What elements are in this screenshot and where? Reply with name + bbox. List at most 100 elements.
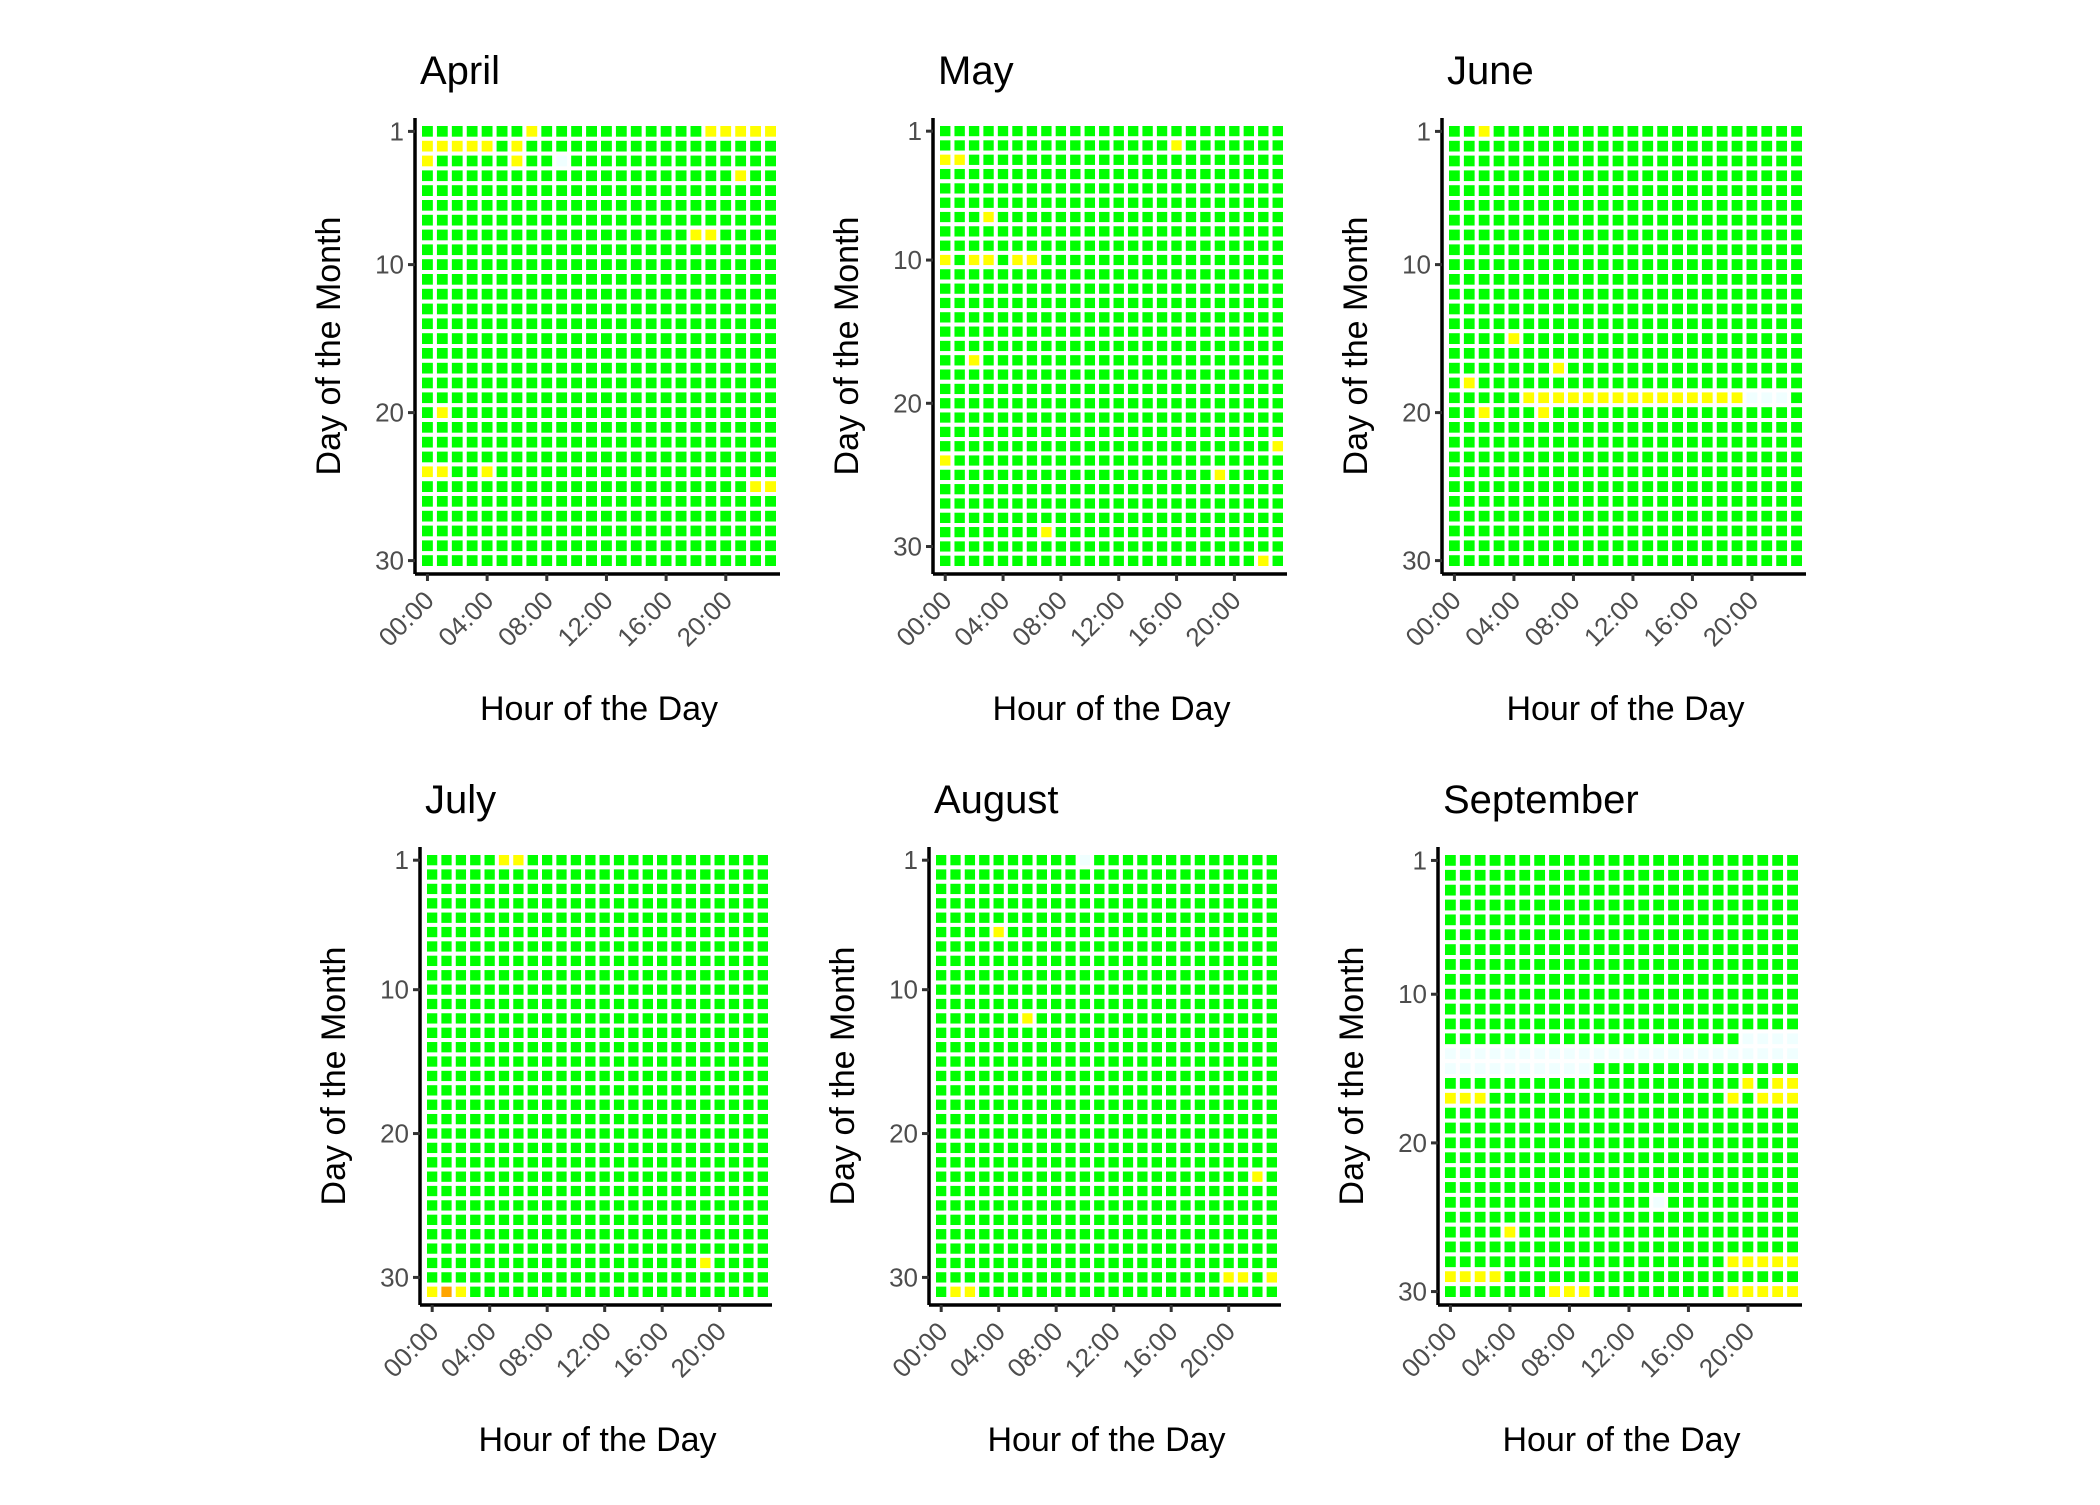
heatmap-cell (492, 151, 512, 171)
heatmap-cell (1239, 336, 1259, 356)
heatmap-cell (1723, 1207, 1743, 1227)
heatmap-cell (1619, 1059, 1639, 1078)
heatmap-cell (1504, 136, 1524, 156)
heatmap-cell (522, 210, 542, 230)
heatmap-cell (964, 465, 984, 485)
heatmap-cell (1474, 255, 1494, 275)
heatmap-cell (1080, 150, 1100, 169)
heatmap-cell (609, 1009, 629, 1028)
heatmap-cell (1047, 1282, 1066, 1302)
heatmap-cell (761, 225, 780, 245)
heatmap-cell (480, 851, 499, 870)
heatmap-cell (1574, 1207, 1594, 1227)
y-tick-label: 10 (380, 975, 409, 1005)
heatmap-cell (1104, 908, 1123, 927)
heatmap-cell (1500, 1133, 1520, 1153)
heatmap-cell (1022, 480, 1042, 499)
heatmap-cell (432, 225, 452, 245)
heatmap-cell (1787, 536, 1806, 556)
heatmap-cell (638, 1081, 657, 1100)
heatmap-cell (724, 879, 744, 899)
heatmap-cell (1504, 270, 1524, 289)
heatmap-cell (1564, 506, 1583, 526)
heatmap-cell (989, 1268, 1008, 1287)
heatmap-cell (1176, 879, 1195, 899)
heatmap-cell (423, 1095, 442, 1114)
heatmap-cell (507, 329, 527, 349)
heatmap-cell (494, 1066, 514, 1086)
heatmap-cell (960, 1210, 980, 1230)
heatmap-cell (1008, 494, 1027, 513)
heatmap-cell (1118, 1153, 1138, 1172)
heatmap-cell (423, 1181, 442, 1201)
heatmap-cell (1578, 122, 1598, 141)
heatmap-cell (1757, 536, 1777, 556)
heatmap-cell (1445, 388, 1464, 408)
heatmap-cell (1772, 151, 1792, 171)
heatmap-cell (1638, 136, 1658, 156)
heatmap-cell (989, 1138, 1008, 1158)
heatmap-cell (567, 314, 587, 334)
heatmap-cell (761, 418, 780, 437)
heatmap-cell (538, 1210, 557, 1230)
heatmap-cell (950, 494, 969, 513)
heatmap-cell (451, 1109, 471, 1129)
heatmap-cell (552, 980, 571, 999)
heatmap-cell (1262, 1023, 1281, 1043)
heatmap-cell (1530, 1074, 1550, 1093)
heatmap-cell (1254, 308, 1273, 327)
heatmap-cell (1723, 910, 1743, 930)
heatmap-cell (724, 1181, 744, 1201)
heatmap-cell (1768, 1074, 1788, 1093)
heatmap-cell (626, 403, 646, 423)
heatmap-cell (597, 240, 616, 260)
heatmap-cell (975, 1023, 994, 1043)
heatmap-cell (761, 477, 780, 497)
heatmap-cell (710, 1081, 729, 1100)
heatmap-cell (1738, 1237, 1758, 1257)
heatmap-cell (1683, 551, 1702, 571)
heatmap-cell (656, 299, 676, 319)
heatmap-cell (671, 329, 691, 349)
heatmap-cell (507, 151, 527, 171)
heatmap-cell (724, 1196, 744, 1215)
heatmap-cell (466, 1038, 485, 1057)
heatmap-cell (932, 1052, 951, 1071)
heatmap-cell (716, 122, 736, 141)
heatmap-cell (1022, 379, 1042, 399)
heatmap-cell (1190, 1153, 1210, 1172)
heatmap-cell (739, 966, 758, 985)
heatmap-cell (1262, 1066, 1281, 1086)
heatmap-cell (1037, 164, 1056, 184)
heatmap-cell (979, 308, 998, 327)
heatmap-cell (1738, 1207, 1758, 1227)
heatmap-cell (447, 551, 467, 571)
heatmap-cell (1445, 403, 1464, 423)
heatmap-cell (566, 980, 586, 999)
heatmap-cell (1742, 492, 1762, 511)
heatmap-cell (582, 329, 601, 349)
heatmap-cell (432, 344, 452, 363)
heatmap-cell (1205, 1052, 1224, 1071)
heatmap-cell (724, 1138, 744, 1158)
heatmap-cell (1578, 521, 1598, 541)
heatmap-cell (507, 432, 527, 452)
heatmap-cell (1047, 879, 1066, 899)
heatmap-cell (1459, 506, 1479, 526)
heatmap-cell (667, 1181, 686, 1201)
heatmap-cell (667, 908, 686, 927)
heatmap-cell (979, 508, 998, 528)
heatmap-cell (1248, 1023, 1267, 1043)
panel-title: May (938, 49, 1014, 93)
heatmap-cell (447, 299, 467, 319)
heatmap-cell (1589, 925, 1609, 945)
heatmap-cell (1783, 865, 1802, 885)
heatmap-cell (609, 980, 629, 999)
heatmap-cell (1519, 255, 1539, 275)
heatmap-cell (1254, 265, 1273, 284)
heatmap-cell (1254, 408, 1273, 427)
heatmap-cell (696, 1124, 715, 1143)
heatmap-cell (1772, 373, 1792, 393)
heatmap-cell (932, 1066, 951, 1086)
heatmap-cell (1787, 551, 1806, 571)
